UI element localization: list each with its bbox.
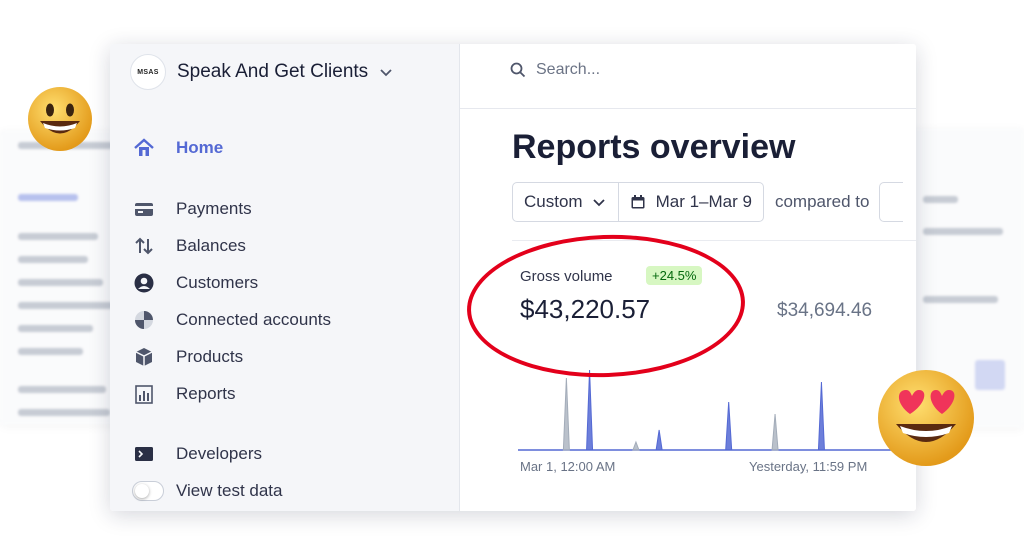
sidebar-item-balances[interactable]: Balances	[132, 233, 246, 259]
sidebar-item-label: Products	[176, 347, 244, 366]
customers-icon	[132, 271, 156, 295]
sidebar-item-customers[interactable]: Customers	[132, 270, 258, 296]
developers-icon	[132, 442, 156, 466]
chevron-down-icon	[592, 199, 605, 207]
heart-eyes-face-icon	[878, 370, 974, 466]
sidebar: MSAS Speak And Get Clients Home Payments	[110, 44, 460, 511]
date-filters: Custom Mar 1–Mar 9 compared to	[512, 182, 904, 222]
date-range-value: Mar 1–Mar 9	[655, 192, 752, 211]
sidebar-item-label: Connected accounts	[176, 310, 331, 329]
header-divider	[460, 108, 916, 109]
sidebar-item-label: Developers	[176, 444, 262, 463]
connected-accounts-icon	[132, 308, 156, 332]
gross-volume-chart	[518, 369, 893, 451]
comparison-period-select[interactable]	[879, 182, 904, 222]
search-icon	[510, 62, 526, 78]
chart-spike-current	[817, 381, 825, 451]
range-type-select[interactable]: Custom	[512, 182, 619, 222]
chart-x-end-label: Yesterday, 11:59 PM	[749, 459, 868, 474]
page-title: Reports overview	[512, 128, 796, 166]
account-name: Speak And Get Clients	[177, 61, 369, 82]
chart-spike-comparison	[771, 413, 779, 451]
sidebar-item-label: View test data	[176, 481, 283, 500]
sidebar-item-connected-accounts[interactable]: Connected accounts	[132, 307, 331, 333]
chevron-down-icon	[380, 69, 392, 77]
range-type-value: Custom	[524, 192, 583, 211]
sidebar-item-reports[interactable]: Reports	[132, 381, 236, 407]
payments-icon	[132, 197, 156, 221]
sidebar-item-payments[interactable]: Payments	[132, 196, 252, 222]
home-icon	[132, 136, 156, 160]
gross-volume-value: $43,220.57	[520, 294, 651, 324]
sidebar-item-label: Customers	[176, 273, 259, 292]
sidebar-item-label: Home	[176, 138, 224, 157]
filters-divider	[512, 240, 916, 241]
balances-icon	[132, 234, 156, 258]
compared-to-label: compared to	[774, 192, 870, 211]
sidebar-item-label: Balances	[176, 236, 246, 255]
chart-spike-current	[655, 429, 663, 451]
sidebar-item-label: Payments	[176, 199, 252, 218]
toggle-icon[interactable]	[132, 481, 164, 501]
change-badge: +24.5%	[646, 266, 703, 285]
calendar-icon	[631, 195, 645, 209]
main-content: Search... Reports overview Custom Mar 1–…	[460, 44, 916, 511]
date-range-picker[interactable]: Mar 1–Mar 9	[618, 182, 764, 222]
chart-spike-comparison	[562, 377, 570, 451]
search-placeholder: Search...	[536, 61, 601, 78]
search-input[interactable]: Search...	[510, 61, 600, 79]
comparison-value: $34,694.46	[777, 300, 873, 321]
background-blurred-panel-right	[905, 128, 1024, 428]
sidebar-item-products[interactable]: Products	[132, 344, 243, 370]
chart-spike-current	[725, 401, 733, 451]
sidebar-item-developers[interactable]: Developers	[132, 441, 262, 467]
account-switcher[interactable]: MSAS Speak And Get Clients	[130, 54, 394, 90]
sidebar-item-label: Reports	[176, 384, 236, 403]
reports-icon	[132, 382, 156, 406]
gross-volume-label: Gross volume	[520, 268, 613, 285]
grinning-face-icon	[28, 87, 92, 151]
products-icon	[132, 345, 156, 369]
chart-spike-current	[586, 369, 594, 451]
dashboard-window: MSAS Speak And Get Clients Home Payments	[110, 44, 916, 511]
brand-logo: MSAS	[130, 54, 166, 90]
sidebar-item-home[interactable]: Home	[132, 135, 223, 161]
chart-spike-comparison	[632, 440, 640, 451]
view-test-data-toggle[interactable]: View test data	[132, 478, 282, 504]
chart-x-start-label: Mar 1, 12:00 AM	[520, 459, 616, 474]
